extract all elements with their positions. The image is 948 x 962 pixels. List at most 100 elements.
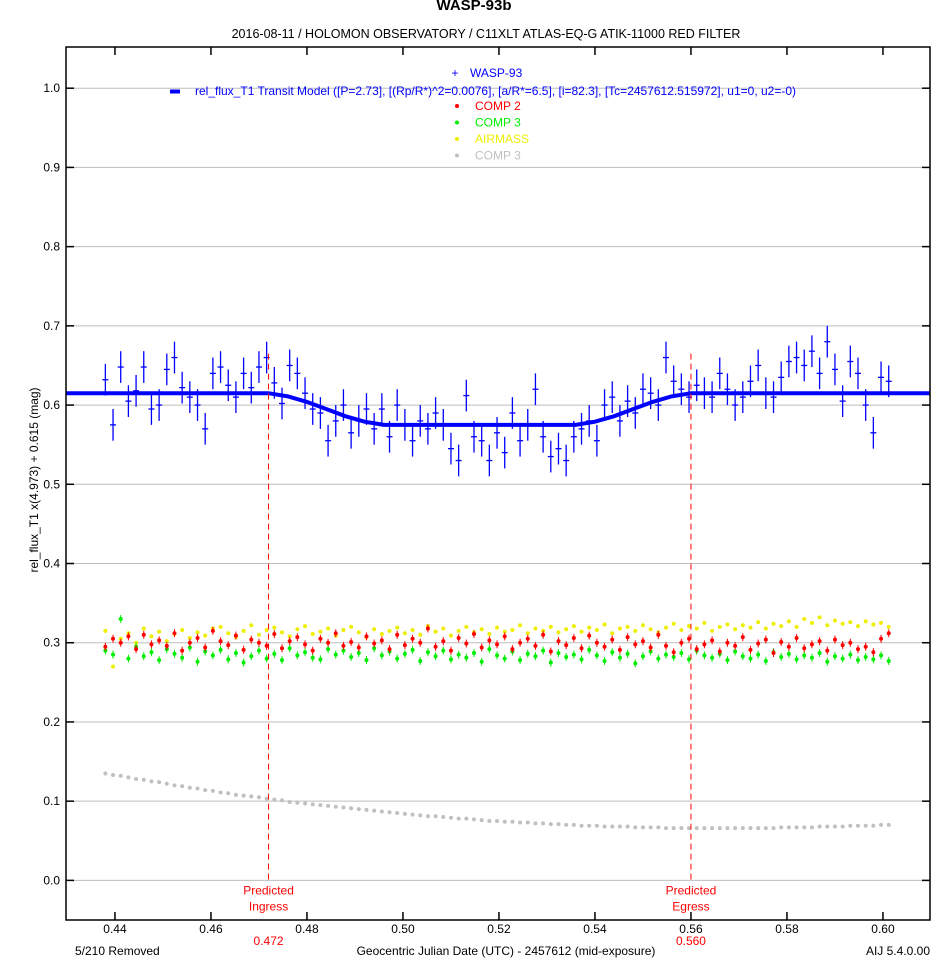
airmass-point <box>241 628 246 633</box>
comp-3-point <box>548 822 553 827</box>
legend-marker-wasp-93: + <box>451 66 458 80</box>
airmass-point <box>280 630 284 635</box>
comp-3-point <box>541 821 546 826</box>
airmass-point <box>694 626 699 631</box>
airmass-point <box>587 625 592 630</box>
comp-3-point <box>233 792 238 797</box>
airmass-point <box>648 627 653 632</box>
airmass-point <box>702 620 707 625</box>
airmass-point <box>832 618 837 623</box>
comp-3-point <box>264 796 269 801</box>
airmass-point <box>287 634 292 639</box>
comp-3-point <box>594 823 599 828</box>
comp-3-point <box>379 809 384 814</box>
comp-3-point <box>287 799 292 804</box>
airmass-point <box>448 633 453 638</box>
airmass-point <box>203 633 208 638</box>
airmass-point <box>687 624 692 629</box>
comp-3-point <box>226 791 231 796</box>
chart-subtitle: 2016-08-11 / HOLOMON OBSERVATORY / C11XL… <box>232 27 741 41</box>
comp-3-point <box>617 824 622 829</box>
comp-3-point <box>364 807 369 812</box>
comp-3-point <box>840 824 845 829</box>
y-tick-label: 0.6 <box>43 398 60 412</box>
legend-marker <box>455 104 459 108</box>
airmass-point <box>195 630 200 635</box>
airmass-point <box>103 628 108 633</box>
comp-3-point <box>771 826 776 831</box>
comp-3-point <box>487 818 492 823</box>
airmass-point <box>871 622 876 627</box>
comp-3-point <box>825 824 830 829</box>
airmass-point <box>180 628 185 633</box>
comp-3-point <box>633 825 638 830</box>
airmass-point <box>441 626 446 631</box>
comp-3-point <box>395 811 400 816</box>
comp-3-point <box>272 797 277 802</box>
airmass-point <box>303 624 308 629</box>
comp-3-point <box>249 794 254 799</box>
comp-3-point <box>157 780 162 785</box>
airmass-point <box>610 631 615 636</box>
comp-3-point <box>241 793 246 798</box>
airmass-point <box>763 626 768 631</box>
comp-3-point <box>410 812 415 817</box>
airmass-point <box>479 627 484 632</box>
comp-3-point <box>556 822 561 827</box>
airmass-point <box>571 624 576 629</box>
airmass-point <box>410 628 415 633</box>
comp-3-point <box>349 806 354 811</box>
comp-3-point <box>172 783 177 788</box>
x-axis-label: Geocentric Julian Date (UTC) - 2457612 (… <box>357 944 656 958</box>
comp-3-point <box>602 824 607 829</box>
comp-3-point <box>464 816 469 821</box>
airmass-point <box>602 622 607 627</box>
y-tick-label: 1.0 <box>43 81 60 95</box>
legend-label-model: rel_flux_T1 Transit Model ([P=2.73], [(R… <box>195 84 796 98</box>
version-label: AIJ 5.4.0.00 <box>866 944 930 958</box>
airmass-point <box>518 623 523 628</box>
comp-3-point <box>525 820 530 825</box>
legend-label: COMP 2 <box>475 99 521 113</box>
airmass-point <box>886 624 891 629</box>
comp-3-point <box>418 813 423 818</box>
comp-3-point <box>871 823 876 828</box>
x-tick-label: 0.44 <box>103 922 127 936</box>
airmass-point <box>372 627 377 632</box>
comp-3-point <box>425 814 430 819</box>
airmass-point <box>418 632 423 637</box>
comp-3-point <box>387 810 392 815</box>
airmass-point <box>256 632 261 637</box>
comp-3-point <box>863 823 868 828</box>
airmass-point <box>802 616 807 621</box>
airmass-point <box>349 624 354 629</box>
airmass-point <box>717 624 722 629</box>
airmass-point <box>548 624 553 629</box>
comp-3-point <box>748 826 753 831</box>
airmass-point <box>786 619 791 624</box>
airmass-point <box>157 629 162 634</box>
comp-3-point <box>134 776 139 781</box>
comp-3-point <box>441 815 446 820</box>
airmass-point <box>863 619 868 624</box>
comp-3-point <box>579 823 584 828</box>
comp-3-point <box>372 808 377 813</box>
airmass-point <box>856 624 860 629</box>
comp-3-point <box>126 775 131 780</box>
comp-3-point <box>318 803 323 808</box>
comp-3-point <box>886 822 891 827</box>
airmass-point <box>356 630 361 635</box>
comp-3-point <box>809 825 814 830</box>
comp-3-point <box>610 824 615 829</box>
comp-3-point <box>303 801 308 806</box>
legend-marker <box>455 153 459 158</box>
airmass-point <box>840 621 845 626</box>
airmass-point <box>779 624 784 629</box>
comp-3-point <box>448 815 453 820</box>
comp-3-point <box>495 818 500 823</box>
comp-3-point <box>456 816 461 821</box>
legend-label: COMP 3 <box>475 116 521 130</box>
comp-3-point <box>472 817 476 822</box>
comp-3-point <box>433 814 438 819</box>
comp-3-point <box>180 784 185 789</box>
